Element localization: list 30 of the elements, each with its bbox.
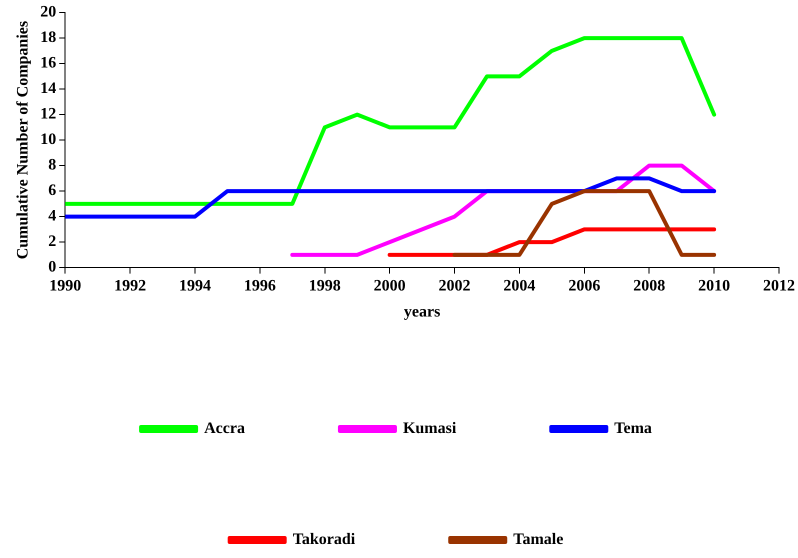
x-tick-label: 2006 <box>568 277 600 294</box>
y-tick-label: 14 <box>40 80 56 98</box>
y-tick-label: 0 <box>48 258 56 276</box>
legend-label: Kumasi <box>402 420 457 438</box>
x-tick-label: 1994 <box>178 277 211 294</box>
y-tick-label: 20 <box>40 4 56 21</box>
x-tick-label: 2010 <box>698 277 730 294</box>
y-tick-label: 18 <box>40 29 56 46</box>
legend-label: Takoradi <box>292 531 356 548</box>
x-tick-label: 2004 <box>503 277 536 294</box>
y-tick-label: 4 <box>48 208 56 225</box>
y-tick-label: 10 <box>40 131 56 148</box>
x-tick-label: 2002 <box>438 277 471 294</box>
x-axis-title: years <box>404 304 440 321</box>
y-tick-label: 6 <box>48 182 56 200</box>
y-axis-title: Cumulative Number of Companies <box>14 20 32 260</box>
x-tick-label: 1996 <box>244 277 276 294</box>
legend-label: Tema <box>614 420 652 438</box>
y-tick-label: 12 <box>40 106 56 123</box>
x-tick-label: 2012 <box>763 277 795 294</box>
y-tick-label: 8 <box>48 156 56 174</box>
x-tick-label: 1992 <box>114 277 146 294</box>
x-tick-label: 1990 <box>49 277 82 294</box>
y-tick-label: 2 <box>48 233 56 250</box>
legend-label: Tamale <box>513 531 564 548</box>
y-tick-label: 16 <box>40 54 56 72</box>
x-tick-label: 1998 <box>308 277 341 294</box>
x-tick-label: 2000 <box>374 277 406 294</box>
x-tick-label: 2008 <box>633 277 666 294</box>
legend-label: Accra <box>204 420 245 438</box>
